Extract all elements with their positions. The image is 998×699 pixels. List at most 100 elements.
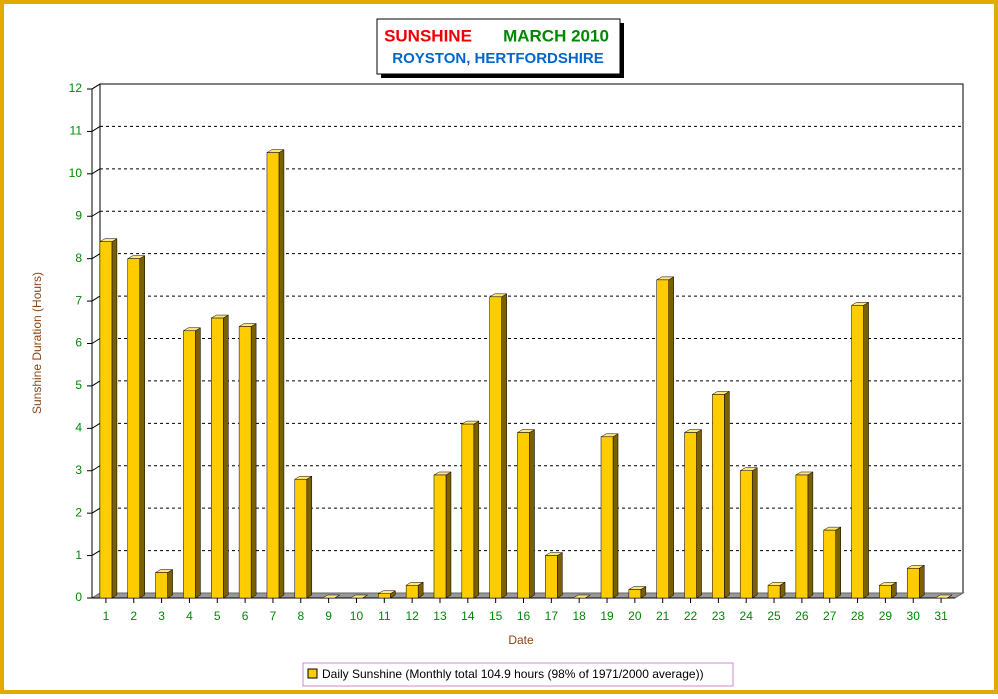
bar [211, 317, 224, 599]
bar [795, 474, 809, 599]
bar [183, 330, 196, 599]
x-tick-label: 29 [879, 609, 893, 623]
grid-link [91, 168, 101, 175]
bar-top [572, 594, 592, 599]
y-tick-label: 0 [75, 590, 82, 604]
grid-link [91, 83, 101, 90]
x-tick-label: 16 [517, 609, 531, 623]
y-tick-label: 6 [75, 336, 82, 350]
x-tick-label: 9 [325, 609, 332, 623]
x-tick-label: 17 [545, 609, 559, 623]
bar-side [501, 293, 507, 599]
y-tick-label: 7 [75, 293, 82, 307]
y-tick-label: 2 [75, 505, 82, 519]
bar [851, 305, 864, 599]
bar [294, 478, 308, 599]
y-tick-label: 5 [75, 378, 82, 392]
bar [656, 279, 669, 599]
bar [684, 432, 697, 599]
bar [712, 394, 725, 599]
legend-box [302, 662, 734, 687]
bar-side [445, 471, 452, 599]
bar [489, 296, 502, 599]
y-tick-label: 11 [70, 124, 83, 138]
bar-side [167, 569, 173, 599]
bar-side [612, 433, 619, 599]
legend-label: Daily Sunshine (Monthly total 104.9 hour… [322, 667, 704, 681]
x-tick-label: 15 [489, 609, 503, 623]
grid-link [91, 338, 101, 344]
grid-link [91, 210, 101, 217]
bar-side [751, 467, 758, 599]
x-tick-label: 24 [740, 609, 754, 623]
chart-title: SUNSHINE [384, 26, 472, 45]
grid-link [91, 253, 101, 260]
bar-side [111, 238, 118, 599]
bar-side [529, 429, 535, 599]
bar-side [306, 475, 313, 599]
bar [517, 432, 530, 599]
bar [879, 585, 892, 599]
x-tick-label: 18 [572, 609, 586, 623]
bar [99, 241, 113, 599]
bar-side [473, 420, 480, 599]
x-tick-label: 10 [350, 609, 364, 623]
bar-side [807, 471, 814, 599]
bar-side [863, 301, 869, 599]
x-tick-label: 11 [378, 609, 391, 623]
y-tick-label: 3 [75, 463, 82, 477]
y-tick-label: 4 [75, 421, 82, 435]
x-tick-label: 26 [795, 609, 809, 623]
bar-top [934, 594, 953, 599]
x-tick-label: 13 [433, 609, 447, 623]
grid-link [91, 295, 101, 302]
x-tick-label: 1 [103, 609, 110, 623]
grid-link [91, 550, 101, 557]
bar [461, 423, 475, 599]
bar [739, 470, 753, 599]
bar-side [918, 564, 925, 599]
bar-side [250, 323, 257, 599]
bar-side [139, 255, 146, 599]
y-axis-title: Sunshine Duration (Hours) [30, 272, 44, 414]
y-tick-label: 1 [75, 548, 82, 562]
bar [266, 152, 280, 599]
bar [906, 568, 920, 599]
bar [767, 585, 781, 599]
bar [545, 555, 558, 599]
x-tick-label: 2 [130, 609, 137, 623]
bar-side [696, 429, 702, 599]
bar [823, 529, 836, 599]
x-tick-label: 31 [934, 609, 948, 623]
bar-side [668, 276, 674, 599]
bar-side [835, 526, 841, 599]
x-tick-label: 28 [851, 609, 865, 623]
x-tick-label: 14 [461, 609, 475, 623]
x-tick-label: 25 [767, 609, 781, 623]
bar [127, 258, 141, 599]
x-tick-label: 30 [907, 609, 921, 623]
y-tick-label: 10 [69, 166, 83, 180]
grid-link [91, 380, 101, 387]
x-tick-label: 23 [712, 609, 726, 623]
x-tick-label: 6 [242, 609, 249, 623]
x-tick-label: 12 [405, 609, 419, 623]
bar [433, 474, 447, 599]
x-tick-label: 4 [186, 609, 193, 623]
bar [378, 593, 391, 599]
x-tick-label: 3 [158, 609, 165, 623]
bar-side [195, 327, 201, 599]
x-tick-label: 20 [628, 609, 642, 623]
bar [155, 572, 168, 599]
x-axis-title: Date [508, 633, 534, 647]
grid-link [91, 125, 101, 132]
bar [238, 326, 252, 599]
bar-top [321, 594, 341, 599]
bar-side [223, 314, 229, 599]
y-tick-label: 9 [75, 208, 82, 222]
chart-subtitle: ROYSTON, HERTFORDSHIRE [392, 50, 603, 67]
x-tick-label: 7 [270, 609, 277, 623]
y-tick-label: 12 [69, 81, 83, 95]
legend-swatch [307, 668, 318, 679]
